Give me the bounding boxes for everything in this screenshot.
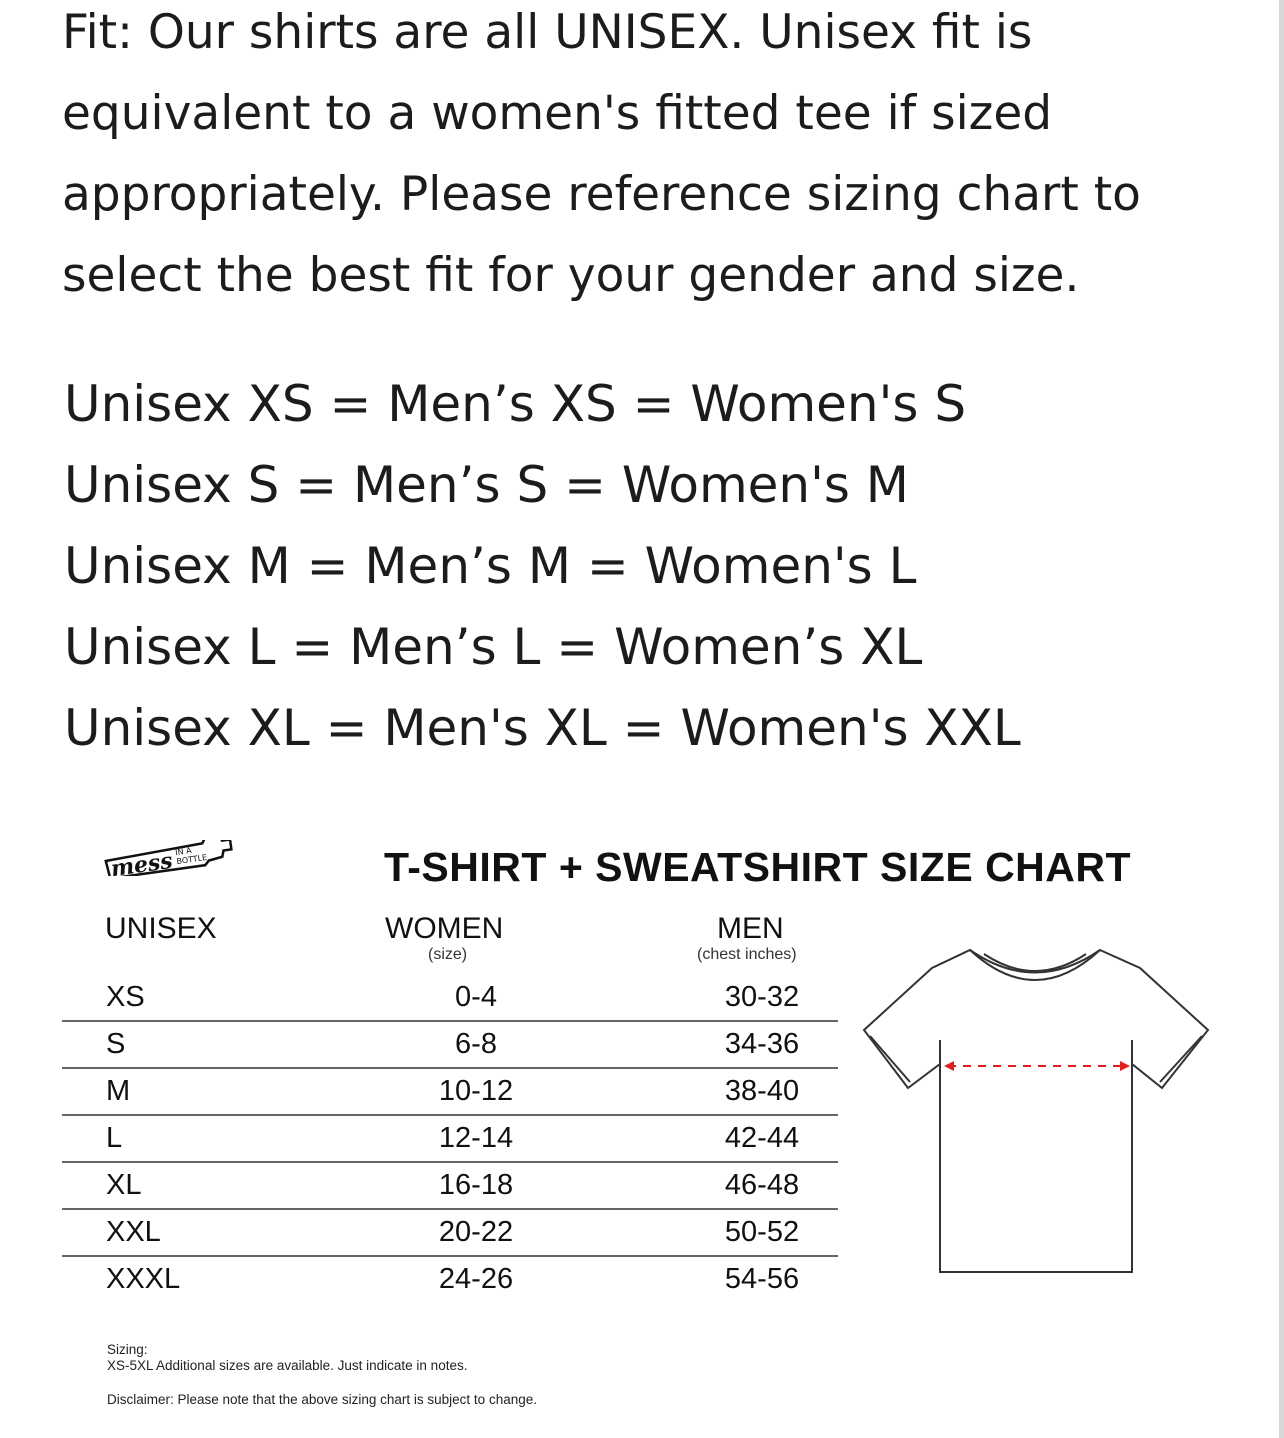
chart-notes: Sizing: XS-5XL Additional sizes are avai… xyxy=(107,1342,537,1408)
equivalence-item: Unisex M = Men’s M = Women's L xyxy=(64,537,917,595)
unisex-size-cell: XXL xyxy=(62,1209,386,1257)
column-header-men: MEN xyxy=(717,912,784,945)
men-chest-cell: 42-44 xyxy=(566,1115,838,1163)
women-size-cell: 16-18 xyxy=(386,1162,566,1210)
sizing-note: XS-5XL Additional sizes are available. J… xyxy=(107,1358,468,1373)
men-chest-cell: 54-56 xyxy=(724,1263,800,1295)
arrow-right-icon xyxy=(1120,1061,1130,1071)
equivalence-item: Unisex XL = Men's XL = Women's XXL xyxy=(64,699,1021,757)
unisex-size-cell: XS xyxy=(62,975,386,1022)
size-chart-title: T-SHIRT + SWEATSHIRT SIZE CHART xyxy=(384,844,1132,890)
women-size-cell: 10-12 xyxy=(386,1068,566,1116)
size-equivalence-list: Unisex XS = Men’s XS = Women's S Unisex … xyxy=(64,364,1021,769)
men-chest-cell: 46-48 xyxy=(566,1162,838,1210)
arrow-left-icon xyxy=(944,1061,954,1071)
disclaimer: Disclaimer: Please note that the above s… xyxy=(107,1392,537,1407)
sizing-label: Sizing: xyxy=(107,1342,148,1357)
table-row: XL 16-18 46-48 xyxy=(62,1162,838,1210)
table-row: M 10-12 38-40 xyxy=(62,1068,838,1116)
equivalence-item: Unisex L = Men’s L = Women’s XL xyxy=(64,618,923,676)
column-subheader-men: (chest inches) xyxy=(697,946,797,963)
table-row: L 12-14 42-44 xyxy=(62,1115,838,1163)
column-subheader-women: (size) xyxy=(428,946,468,963)
unisex-size-cell: XXXL xyxy=(106,1263,181,1295)
women-size-cell: 24-26 xyxy=(438,1263,514,1295)
size-chart-table: XS 0-4 30-32 S 6-8 34-36 M 10-12 38-40 L 12-14 42-4… xyxy=(62,975,838,1302)
unisex-size-cell: M xyxy=(62,1068,386,1116)
men-chest-cell: 38-40 xyxy=(566,1068,838,1116)
column-header-women: WOMEN xyxy=(385,912,504,945)
scrollbar-edge xyxy=(1279,0,1284,1438)
column-header-unisex: UNISEX xyxy=(105,912,217,945)
svg-text:IN A: IN A xyxy=(175,846,193,857)
fit-description: Fit: Our shirts are all UNISEX. Unisex f… xyxy=(62,5,1141,303)
brand-logo: mess IN A BOTTLE xyxy=(104,840,233,876)
unisex-size-cell: XL xyxy=(62,1162,386,1210)
tshirt-illustration xyxy=(862,948,1210,1273)
table-row: XS 0-4 30-32 xyxy=(62,975,838,1022)
unisex-size-cell: L xyxy=(62,1115,386,1163)
svg-text:BOTTLE: BOTTLE xyxy=(176,853,208,866)
men-chest-cell: 50-52 xyxy=(566,1209,838,1257)
men-chest-cell: 30-32 xyxy=(566,975,838,1022)
equivalence-item: Unisex S = Men’s S = Women's M xyxy=(64,456,909,514)
equivalence-item: Unisex XS = Men’s XS = Women's S xyxy=(64,375,967,433)
unisex-size-cell: S xyxy=(62,1021,386,1069)
table-row: XXXL 24-26 54-56 xyxy=(62,1256,838,1302)
svg-text:mess: mess xyxy=(109,848,174,876)
women-size-cell: 6-8 xyxy=(386,1021,566,1069)
women-size-cell: 12-14 xyxy=(386,1115,566,1163)
table-row: XXL 20-22 50-52 xyxy=(62,1209,838,1257)
men-chest-cell: 34-36 xyxy=(566,1021,838,1069)
women-size-cell: 20-22 xyxy=(386,1209,566,1257)
table-row: S 6-8 34-36 xyxy=(62,1021,838,1069)
women-size-cell: 0-4 xyxy=(386,975,566,1022)
